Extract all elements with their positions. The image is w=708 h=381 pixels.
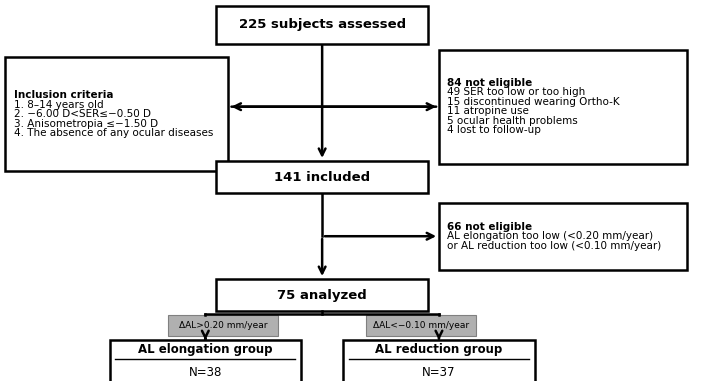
Bar [6,57,228,171]
Bar [439,203,687,270]
Text: 49 SER too low or too high: 49 SER too low or too high [447,87,586,98]
Text: 5 ocular health problems: 5 ocular health problems [447,116,578,126]
Text: 66 not eligible: 66 not eligible [447,222,532,232]
Bar [367,315,476,336]
Bar [216,161,428,193]
Text: 3. Anisometropia ≤−1.50 D: 3. Anisometropia ≤−1.50 D [14,119,158,129]
Text: AL reduction group: AL reduction group [375,343,503,356]
Text: AL elongation group: AL elongation group [138,343,273,356]
Bar [343,340,535,381]
Text: 141 included: 141 included [274,171,370,184]
Text: AL elongation too low (<0.20 mm/year): AL elongation too low (<0.20 mm/year) [447,231,653,241]
Text: N=37: N=37 [422,366,456,379]
Text: 2. −6.00 D<SER≤−0.50 D: 2. −6.00 D<SER≤−0.50 D [14,109,151,119]
Text: 84 not eligible: 84 not eligible [447,78,532,88]
Text: 4 lost to follow-up: 4 lost to follow-up [447,125,542,135]
Text: 1. 8–14 years old: 1. 8–14 years old [14,100,103,110]
Text: 11 atropine use: 11 atropine use [447,106,530,117]
Text: or AL reduction too low (<0.10 mm/year): or AL reduction too low (<0.10 mm/year) [447,241,662,251]
Text: ΔAL<−0.10 mm/year: ΔAL<−0.10 mm/year [373,321,469,330]
Bar [110,340,301,381]
Text: Inclusion criteria: Inclusion criteria [14,90,113,100]
Text: 75 analyzed: 75 analyzed [278,289,367,302]
Text: 15 discontinued wearing Ortho-K: 15 discontinued wearing Ortho-K [447,97,620,107]
Text: N=38: N=38 [188,366,222,379]
Text: 225 subjects assessed: 225 subjects assessed [239,18,406,31]
Bar [216,279,428,312]
Bar [216,6,428,44]
Bar [439,50,687,164]
Bar [169,315,278,336]
Text: ΔAL>0.20 mm/year: ΔAL>0.20 mm/year [178,321,267,330]
Text: 4. The absence of any ocular diseases: 4. The absence of any ocular diseases [14,128,213,138]
